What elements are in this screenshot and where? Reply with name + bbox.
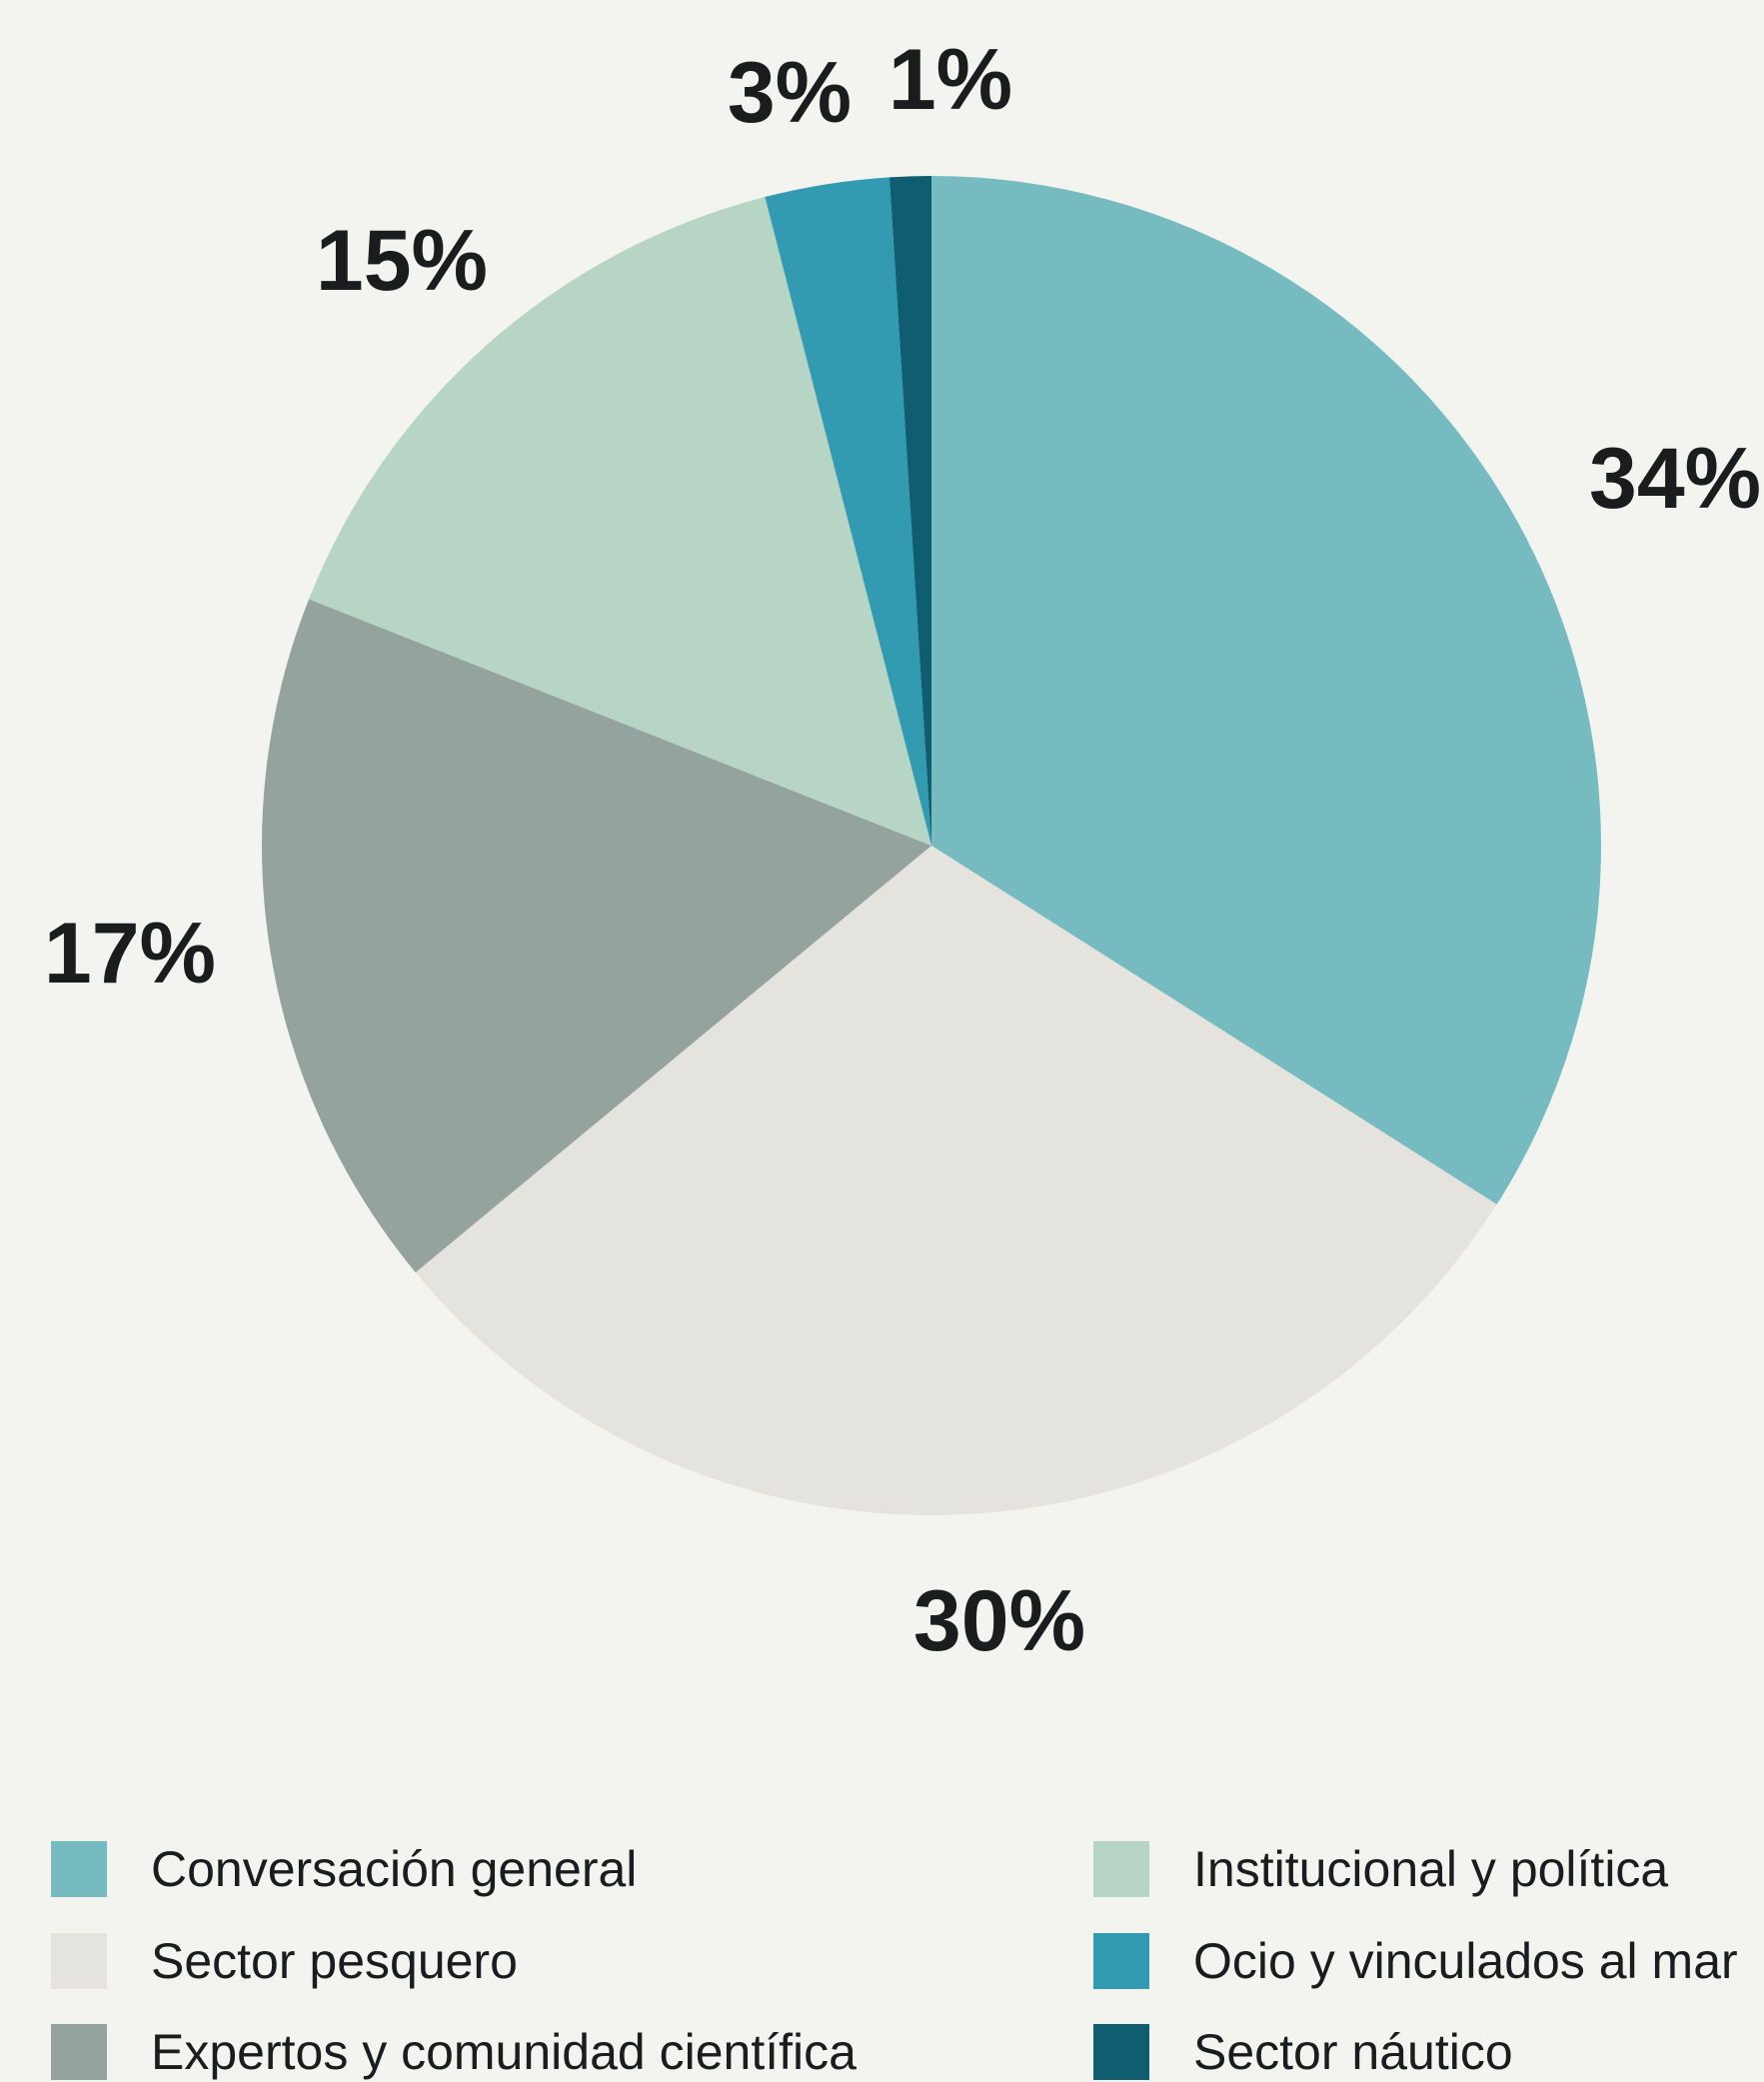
- legend-swatch: [1093, 1841, 1149, 1897]
- pie-slice-6: [888, 176, 931, 846]
- legend-item-conversacion-general: Conversación general: [51, 1839, 637, 1899]
- pie-slices: [262, 176, 1601, 1515]
- legend-label: Expertos y comunidad científica: [151, 2024, 857, 2080]
- legend-label: Institucional y política: [1193, 1841, 1669, 1897]
- legend-item-sector-nautico: Sector náutico: [1093, 2022, 1513, 2082]
- legend-item-expertos-comunidad-cientifica: Expertos y comunidad científica: [51, 2022, 857, 2082]
- legend-swatch: [51, 1933, 107, 1989]
- pie-slice-2: [415, 846, 1497, 1515]
- pie-slice-3: [262, 599, 932, 1273]
- pie-labels: 34% 30% 17% 15% 3% 1%: [44, 32, 1761, 1669]
- legend-label: Ocio y vinculados al mar: [1193, 1933, 1738, 1989]
- legend-label: Sector pesquero: [151, 1933, 518, 1989]
- pie-slice-5: [765, 177, 931, 847]
- legend-swatch: [51, 2024, 107, 2080]
- legend-label: Conversación general: [151, 1841, 638, 1897]
- slice-value-label: 3%: [728, 45, 852, 141]
- slice-value-label: 30%: [913, 1573, 1085, 1669]
- legend-item-ocio-vinculados-mar: Ocio y vinculados al mar: [1093, 1931, 1738, 1991]
- slice-value-label: 15%: [316, 213, 488, 309]
- legend-swatch: [51, 1841, 107, 1897]
- legend-swatch: [1093, 1933, 1149, 1989]
- legend-label: Sector náutico: [1193, 2024, 1513, 2080]
- slice-value-label: 1%: [888, 32, 1012, 128]
- legend-swatch: [1093, 2024, 1149, 2080]
- chart-legend: Conversación general Sector pesquero Exp…: [0, 1809, 1764, 2080]
- slice-value-label: 17%: [44, 906, 216, 1002]
- legend-item-sector-pesquero: Sector pesquero: [51, 1931, 518, 1991]
- legend-item-institucional-politica: Institucional y política: [1093, 1839, 1668, 1899]
- pie-slice-1: [931, 176, 1601, 1205]
- pie-chart: 34% 30% 17% 15% 3% 1%: [44, 32, 1761, 1669]
- slice-value-label: 34%: [1589, 431, 1761, 527]
- pie-slice-4: [309, 197, 931, 846]
